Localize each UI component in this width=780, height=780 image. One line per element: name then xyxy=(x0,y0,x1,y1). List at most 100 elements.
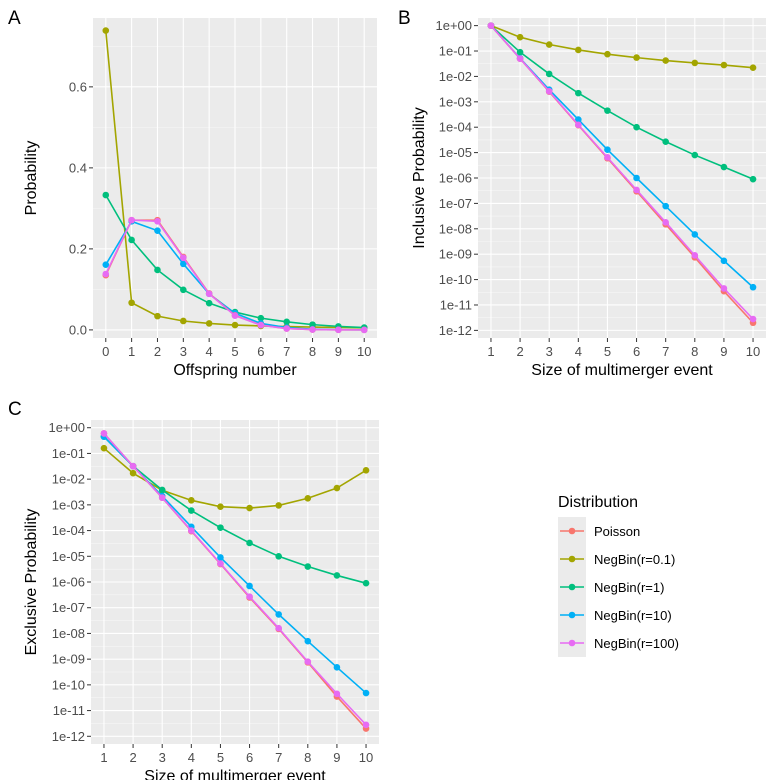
x-tick-label: 0 xyxy=(102,344,109,359)
data-point xyxy=(333,664,341,671)
data-point xyxy=(154,266,161,274)
data-point xyxy=(662,57,669,64)
legend-label: NegBin(r=10) xyxy=(594,608,672,623)
x-axis-title: Offspring number xyxy=(173,362,297,379)
x-tick-label: 5 xyxy=(217,750,224,765)
data-point xyxy=(516,48,524,56)
panel-c: 1e+00 1e-01 1e-02 1e-03 1e-04 1e-05 1e-06 1e-07… xyxy=(8,399,379,780)
y-tick-label: 1e-04 xyxy=(52,523,85,538)
data-point xyxy=(217,524,224,531)
series-line xyxy=(490,25,754,320)
data-point xyxy=(691,252,699,259)
panel-tag: C xyxy=(8,399,22,420)
data-point xyxy=(180,254,187,262)
x-tick-label: 9 xyxy=(335,344,342,359)
data-point xyxy=(188,527,195,534)
y-tick-label: 1e-11 xyxy=(53,703,85,718)
y-tick-label: 0.0 xyxy=(69,322,87,337)
series-line xyxy=(490,25,754,180)
x-tick-label: 2 xyxy=(516,344,523,359)
panel-tag: A xyxy=(8,8,21,29)
data-point xyxy=(246,539,253,547)
data-point xyxy=(128,299,135,307)
legend-label: NegBin(r=0.1) xyxy=(594,552,675,567)
data-point xyxy=(604,146,611,154)
data-point xyxy=(129,469,137,477)
y-tick-label: 1e-08 xyxy=(439,221,472,236)
data-point xyxy=(691,59,699,67)
data-point xyxy=(516,55,524,62)
data-point xyxy=(231,312,239,320)
series-line xyxy=(103,436,367,584)
x-tick-label: 9 xyxy=(333,750,340,765)
y-tick-label: 1e+00 xyxy=(435,18,472,33)
y-tick-label: 1e-03 xyxy=(439,94,472,109)
y-tick-label: 1e-01 xyxy=(439,44,472,59)
y-tick-label: 1e-07 xyxy=(439,196,472,211)
x-tick-label: 10 xyxy=(357,344,371,359)
y-tick-label: 1e-08 xyxy=(52,626,85,641)
data-point xyxy=(633,174,640,182)
data-point xyxy=(333,484,341,492)
y-axis-title: Exclusive Probability xyxy=(23,509,40,656)
data-point xyxy=(100,430,108,437)
y-tick-label: 1e-12 xyxy=(439,323,472,338)
y-tick-label: 1e-06 xyxy=(439,171,472,186)
data-point xyxy=(487,22,495,29)
data-point xyxy=(362,721,370,729)
data-point xyxy=(205,290,213,298)
data-point xyxy=(275,624,282,632)
x-tick-label: 6 xyxy=(633,344,640,359)
data-point xyxy=(720,285,728,292)
data-point xyxy=(158,494,166,501)
data-point xyxy=(604,50,611,58)
x-tick-label: 9 xyxy=(720,344,727,359)
legend-title: Distribution xyxy=(558,494,638,511)
series-negbin-r-100 xyxy=(100,430,370,729)
data-point xyxy=(246,582,253,590)
y-tick-label: 0.6 xyxy=(69,79,87,94)
data-point xyxy=(217,560,224,567)
legend-entry: Poisson xyxy=(558,517,640,545)
data-point xyxy=(691,231,699,238)
data-point xyxy=(217,554,224,561)
data-point xyxy=(275,552,282,560)
data-point xyxy=(205,320,213,327)
x-tick-label: 1 xyxy=(100,750,107,765)
data-point xyxy=(575,46,582,54)
data-point xyxy=(575,116,582,123)
legend-label: Poisson xyxy=(594,524,640,539)
x-tick-label: 5 xyxy=(231,344,238,359)
data-point xyxy=(362,579,370,587)
y-tick-label: 1e-05 xyxy=(52,549,85,564)
data-point xyxy=(720,61,728,69)
data-point xyxy=(309,326,316,333)
y-tick-label: 1e-01 xyxy=(52,446,85,461)
x-tick-label: 8 xyxy=(691,344,698,359)
data-point xyxy=(662,219,669,226)
x-tick-label: 7 xyxy=(283,344,290,359)
data-point xyxy=(180,317,187,325)
data-point xyxy=(720,163,728,171)
y-tick-label: 1e-11 xyxy=(440,297,472,312)
data-point xyxy=(154,227,161,234)
y-tick-label: 1e-09 xyxy=(439,247,472,262)
y-tick-label: 1e-04 xyxy=(439,120,472,135)
series-negbin-r-100 xyxy=(487,22,757,323)
y-tick-label: 1e-09 xyxy=(52,652,85,667)
data-point xyxy=(604,107,611,114)
legend-label: NegBin(r=1) xyxy=(594,580,664,595)
x-tick-label: 1 xyxy=(487,344,494,359)
data-point xyxy=(304,563,312,570)
data-point xyxy=(231,321,239,329)
y-tick-label: 1e-02 xyxy=(439,69,472,84)
x-tick-label: 4 xyxy=(206,344,213,359)
data-point xyxy=(283,318,290,326)
x-tick-label: 1 xyxy=(128,344,135,359)
data-point xyxy=(217,503,224,510)
x-tick-label: 2 xyxy=(154,344,161,359)
x-tick-label: 6 xyxy=(257,344,264,359)
data-point xyxy=(102,261,110,268)
data-point xyxy=(749,315,757,323)
data-point xyxy=(545,70,553,78)
